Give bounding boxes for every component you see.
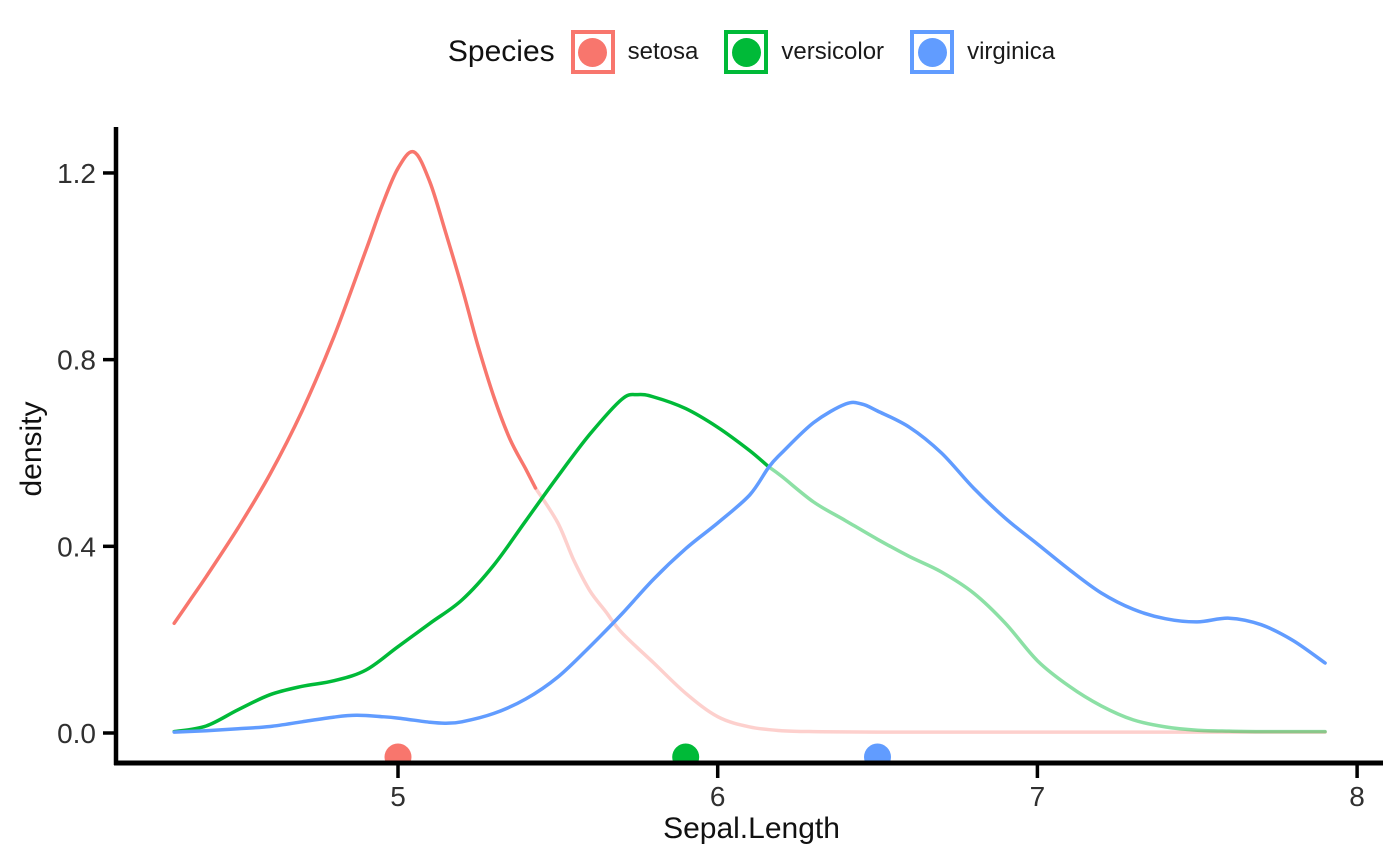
legend-title: Species bbox=[447, 35, 555, 68]
legend-label-versicolor: versicolor bbox=[781, 38, 885, 65]
x-tick-label: 5 bbox=[390, 781, 406, 812]
y-tick-label: 0.8 bbox=[57, 345, 96, 376]
density-curve-versicolor-faded bbox=[767, 465, 1327, 734]
x-axis-title: Sepal.Length bbox=[663, 812, 840, 845]
density-curve-versicolor bbox=[172, 392, 771, 734]
x-tick-label: 7 bbox=[1030, 781, 1046, 812]
legend-item-setosa: setosa bbox=[570, 30, 699, 74]
y-tick-label: 0.0 bbox=[57, 718, 96, 749]
density-curve-setosa bbox=[172, 149, 538, 626]
density-curve-setosa-faded bbox=[533, 486, 1327, 734]
legend-key-box-versicolor bbox=[724, 30, 769, 74]
setosa-point-icon bbox=[578, 37, 608, 67]
legend-label-virginica: virginica bbox=[967, 38, 1056, 65]
legend-label-setosa: setosa bbox=[627, 38, 699, 65]
x-tick-label: 8 bbox=[1349, 781, 1365, 812]
x-tick-label: 6 bbox=[710, 781, 726, 812]
legend-item-virginica: virginica bbox=[910, 30, 1055, 74]
median-dot-versicolor bbox=[672, 743, 700, 762]
y-tick-label: 0.4 bbox=[57, 531, 96, 562]
versicolor-point-icon bbox=[731, 37, 761, 67]
legend-key-box-virginica bbox=[910, 30, 955, 74]
median-dot-virginica bbox=[864, 743, 891, 762]
y-tick-label: 1.2 bbox=[57, 158, 96, 189]
legend-key-box-setosa bbox=[570, 30, 615, 74]
virginica-point-icon bbox=[917, 37, 947, 67]
legend: Species setosa versicolor virginica bbox=[120, 26, 1383, 78]
density-curve-virginica bbox=[172, 400, 1327, 734]
median-dot-setosa bbox=[384, 743, 412, 762]
legend-item-versicolor: versicolor bbox=[724, 30, 884, 74]
